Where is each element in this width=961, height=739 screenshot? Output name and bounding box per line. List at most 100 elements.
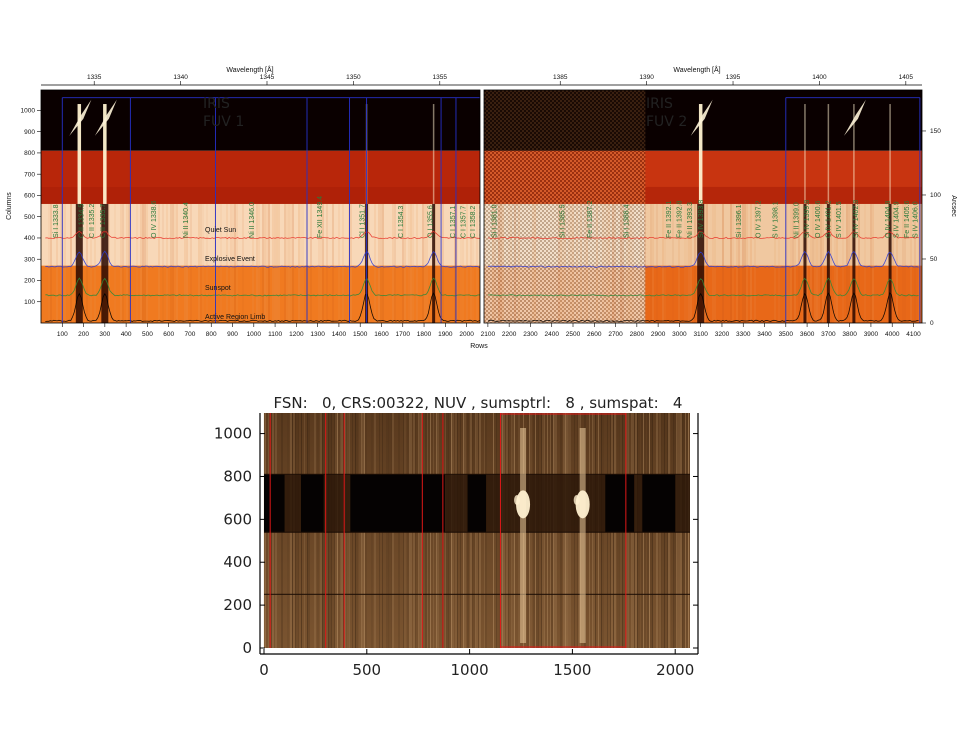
x-tick-label: 1900 xyxy=(438,331,453,338)
emission-peak-bright xyxy=(432,104,435,204)
spectrum-curve-explosive-event xyxy=(487,250,919,268)
nuv-y-tick-label: 1000 xyxy=(214,425,252,443)
nuv-image xyxy=(263,413,690,648)
nuv-x-tick-label: 2000 xyxy=(656,661,694,679)
top-axis-title-wavelength-fuv2: Wavelength [Å] xyxy=(673,65,720,74)
line-label: C II 1335.2 xyxy=(89,204,96,238)
line-label: C I 1357.7 xyxy=(461,206,468,238)
nuv-emission-bright xyxy=(514,495,521,506)
x-tick-label: 1600 xyxy=(374,331,389,338)
wavelength-tick-label: 1400 xyxy=(812,74,827,81)
flare-feature-fuv2-a xyxy=(690,99,713,136)
x-tick-label: 2600 xyxy=(587,331,602,338)
flare-feature-fuv2-b xyxy=(843,99,866,136)
x-tick-label: 2500 xyxy=(566,331,581,338)
y-tick-label: 100 xyxy=(24,299,35,306)
emission-peak-bright xyxy=(77,104,82,204)
spectrum-curve-quiet-sun xyxy=(487,230,919,240)
spectral-line-labels: Si I 1333.8 C II 1334.5 C II 1335.2 C II 13… xyxy=(53,196,920,238)
y-axis-title-columns: Columns xyxy=(6,192,13,220)
nuv-emission-bright xyxy=(573,495,580,506)
y-tick-label: 200 xyxy=(24,278,35,285)
nuv-title: FSN: 0, CRS:00322, NUV , sumsptrl: 8 , s… xyxy=(274,394,683,412)
frame-fuv2 xyxy=(483,89,923,324)
x-axis-title-rows: Rows xyxy=(470,343,488,350)
x-tick-label: 4100 xyxy=(906,331,921,338)
raster-striations xyxy=(40,203,922,323)
emission-peak-dark xyxy=(697,203,705,323)
x-tick-label: 2700 xyxy=(608,331,623,338)
frame-fuv1 xyxy=(40,89,481,324)
nuv-dark-block xyxy=(642,474,676,533)
wavelength-tick-label: 1350 xyxy=(346,74,361,81)
band-raster-light-fuv1 xyxy=(41,203,480,266)
wavelength-tick-label: 1340 xyxy=(173,74,188,81)
y-tick-label: 300 xyxy=(24,256,35,263)
x-tick-label: 3600 xyxy=(800,331,815,338)
x-tick-label: 2200 xyxy=(502,331,517,338)
x-tick-label: 1300 xyxy=(310,331,325,338)
panel-label-fuv1-line2: FUV 1 xyxy=(203,114,244,130)
x-tick-label: 2800 xyxy=(630,331,645,338)
line-label: O IV 1338.6 xyxy=(151,200,158,237)
emission-peak-bright xyxy=(853,104,855,204)
x-tick-label: 800 xyxy=(206,331,217,338)
emission-peak-dark xyxy=(826,203,830,323)
line-label: Si IV 1402.8 xyxy=(853,200,860,238)
y-tick-label: 1000 xyxy=(21,108,36,115)
x-tick-label: 1800 xyxy=(417,331,432,338)
x-tick-label: 700 xyxy=(185,331,196,338)
nuv-x-tick-label: 1500 xyxy=(553,661,591,679)
y-axis-title-arcsec: Arcsec xyxy=(950,195,957,217)
top-axis-title-wavelength-fuv1: Wavelength [Å] xyxy=(226,65,273,74)
spectrum-curve-sunspot xyxy=(45,277,485,297)
x-tick-label: 4000 xyxy=(885,331,900,338)
line-label: S IV 1404.9 xyxy=(894,201,901,238)
arcsec-tick-label: 0 xyxy=(930,320,934,327)
legend-explosive-event: Explosive Event xyxy=(205,256,255,263)
x-tick-label: 3100 xyxy=(693,331,708,338)
line-label: C II 1335.7 xyxy=(100,204,107,238)
x-tick-label: 2900 xyxy=(651,331,666,338)
x-tick-label: 3700 xyxy=(821,331,836,338)
line-label: Si I 1388.4 xyxy=(623,204,630,238)
nuv-axes: 0 500 1000 1500 2000 0 200 400 600 800 1000 xyxy=(214,413,699,679)
spectrum-curve-quiet-sun xyxy=(45,230,485,240)
x-tick-label: 100 xyxy=(57,331,68,338)
wavelength-tick-label: 1345 xyxy=(260,74,275,81)
emission-peak-dark xyxy=(888,203,892,323)
x-tick-label: 3900 xyxy=(864,331,879,338)
checker-region-lower xyxy=(484,203,646,323)
legend-sunspot: Sunspot xyxy=(205,285,231,292)
x-tick-label: 2100 xyxy=(481,331,496,338)
legend: Quiet Sun Explosive Event Sunspot Active… xyxy=(205,227,265,321)
x-tick-label: 3000 xyxy=(672,331,687,338)
emission-peak-dark xyxy=(803,203,807,323)
line-label: O IV 1397.2 xyxy=(755,200,762,237)
legend-active-region-limb: Active Region Limb xyxy=(205,314,265,321)
y-tick-label: 800 xyxy=(24,150,35,157)
fuv-overlays: Si I 1333.8 C II 1334.5 C II 1335.2 C II 13… xyxy=(53,87,921,326)
band-shade-fuv2 xyxy=(645,186,922,204)
arcsec-tick-label: 50 xyxy=(930,256,938,263)
line-label: Si I 1381.0 xyxy=(491,204,498,238)
line-label: O IV 1401.2 xyxy=(825,200,832,237)
x-tick-label: 500 xyxy=(142,331,153,338)
emission-peak-dark xyxy=(75,203,83,323)
band-raster-top-fuv1 xyxy=(41,90,480,151)
line-label: C I 1357.1 xyxy=(450,206,457,238)
line-label: C II 1334.5 xyxy=(79,204,86,238)
wavelength-tick-label: 1385 xyxy=(553,74,568,81)
panel-label-fuv2-line1: IRIS xyxy=(646,96,673,112)
line-label: O IV 1400.6 xyxy=(815,200,822,237)
fuv-axes: 100 200 300 400 500 600 700 800 900 1000 1100 1200 1… xyxy=(21,74,942,338)
flare-feature-fuv1-a xyxy=(69,99,92,136)
checker-region-red xyxy=(484,150,646,204)
x-tick-label: 3300 xyxy=(736,331,751,338)
line-label: O I 1355.6 xyxy=(428,205,435,238)
emission-peak-dark xyxy=(101,203,109,323)
nuv-x-tick-label: 500 xyxy=(352,661,381,679)
x-tick-label: 3400 xyxy=(757,331,772,338)
y-tick-label: 700 xyxy=(24,171,35,178)
line-label: Fe II 1387.2 xyxy=(587,200,594,237)
